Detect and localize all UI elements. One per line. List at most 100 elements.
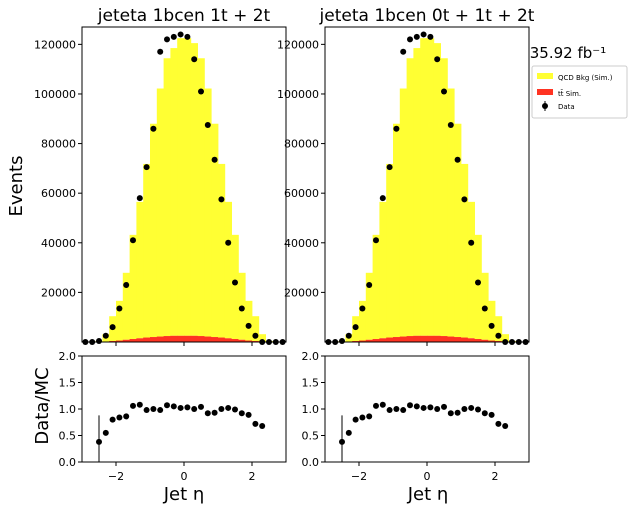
data-point [232,279,238,286]
ratio-point [150,406,157,412]
legend-label-data: Data [558,103,575,111]
data-point [252,332,259,339]
qcd-bar [143,163,151,338]
ratio-point [339,438,345,445]
ttbar-bar [156,336,164,342]
data-point [123,281,130,288]
ttbar-bar [116,340,124,342]
ttbar-bar [386,337,394,342]
ttbar-bar [399,336,407,342]
ratio-point [393,406,400,412]
data-point [218,196,225,203]
main-y-tick-label: 20000 [41,286,76,299]
ttbar-bar [224,338,232,342]
ttbar-bar [163,336,171,342]
qcd-bar [386,163,394,338]
ratio-y-tick-label: 1.5 [59,377,77,390]
ratio-point [366,413,373,420]
data-point [238,305,245,312]
data-point [184,33,191,40]
ratio-y-tick-label: 0.5 [59,430,77,443]
ttbar-bar [406,336,414,342]
data-point [481,305,488,312]
ttbar-bar [129,339,137,342]
ttbar-bar [393,337,401,342]
main-y-tick-label: 80000 [284,138,319,151]
ttbar-bar [122,339,130,342]
ttbar-bar [143,337,151,342]
ratio-x-tick-label: 2 [249,470,256,483]
main-y-tick-label: 100000 [277,88,319,101]
data-point [441,88,447,95]
data-point [427,33,434,40]
ratio-point [96,438,102,445]
data-point [407,36,413,43]
ttbar-bar [461,337,469,342]
data-point [379,195,386,202]
luminosity-label: 35.92 fb⁻¹ [530,44,606,62]
ttbar-bar [204,336,212,342]
qcd-bar [501,334,509,342]
ttbar-bar [231,339,239,342]
ratio-y-tick-label: 0.0 [59,456,77,469]
ratio-point [447,410,454,417]
ratio-x-tick-label: 0 [424,470,431,483]
ratio-point [184,404,191,411]
data-point [164,36,170,43]
legend-marker-data [542,103,548,109]
qcd-bar [150,123,158,338]
data-point [225,239,232,246]
data-point [102,332,109,339]
data-point [393,125,400,132]
data-point [420,31,427,38]
data-point [352,324,359,331]
ratio-y-axis-label: Data/MC [32,367,53,444]
ttbar-bar [454,337,462,342]
ttbar-bar [218,337,226,342]
main-y-tick-label: 60000 [284,187,319,200]
ttbar-bar [413,335,421,342]
qcd-bar [190,43,198,336]
ratio-point [218,406,225,412]
qcd-bar [393,123,401,338]
data-point [130,237,136,244]
data-point [386,164,393,171]
data-point [400,48,407,55]
data-point [434,56,441,63]
ttbar-bar [433,335,441,342]
main-y-tick-label: 40000 [41,237,76,250]
ratio-point [191,406,198,412]
data-point [413,33,420,40]
data-point [461,196,468,203]
ttbar-bar [170,335,178,342]
qcd-bar [129,234,137,340]
qcd-bar [474,234,482,340]
ttbar-bar [372,339,380,342]
data-point [177,31,184,38]
ratio-point [352,416,359,423]
qcd-bar [495,316,503,342]
data-point [495,332,502,339]
ratio-point [373,402,379,409]
qcd-bar [156,88,164,337]
ratio-y-tick-label: 1.5 [302,377,320,390]
qcd-bar [440,58,448,337]
ttbar-bar [136,338,144,342]
qcd-bar [218,163,226,338]
ratio-point [164,402,170,409]
ratio-point [204,410,211,417]
ratio-point [177,404,184,411]
ratio-point [386,407,393,414]
ratio-point [495,420,502,427]
right-panel: jeteta 1bcen 0t + 1t + 2t 20000 40000 60000… [277,6,535,483]
ratio-point [379,401,386,408]
left-panel: jeteta 1bcen 1t + 2t 20000 40000 60000 80000… [34,6,287,483]
ttbar-bar [184,335,192,342]
left-x-axis-label: Jet η [163,484,205,505]
data-point [359,305,366,312]
qcd-bar [245,300,253,341]
main-y-tick-label: 120000 [34,38,76,51]
panel-title: jeteta 1bcen 0t + 1t + 2t [319,6,535,26]
ratio-point [420,404,427,411]
